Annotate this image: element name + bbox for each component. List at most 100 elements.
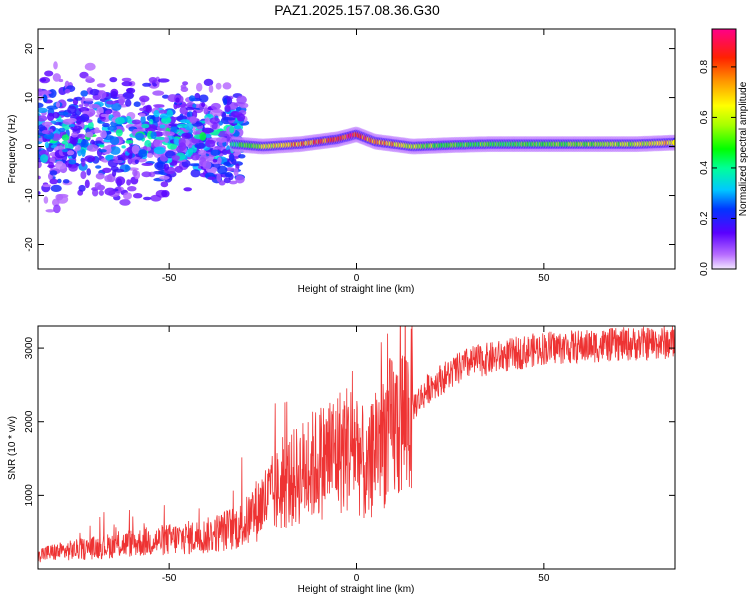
heatmap-blob [83,98,94,102]
heatmap-blob [161,190,170,198]
heatmap-blob [113,159,124,164]
heatmap-blob [223,117,236,121]
heatmap-blob [61,134,70,141]
heatmap-blob [49,178,58,185]
heatmap-blob [98,190,104,196]
heatmap-blob [192,103,197,108]
heatmap-blob [78,162,88,171]
colorbar-ticks: 0.0 0.2 0.4 0.6 0.8 [699,60,736,276]
heatmap-blob [44,141,50,148]
heatmap-blob [170,125,178,134]
heatmap-blob [74,96,82,101]
heatmap-blob [105,110,112,115]
heatmap-blob [81,148,86,157]
heatmap-blob [38,102,44,109]
heatmap-blob [55,101,61,108]
heatmap-blob [229,153,235,162]
heatmap-blob [142,105,151,112]
colorbar-tick-label: 0.2 [699,211,710,225]
heatmap-blob [84,155,96,163]
heatmap-blob [78,104,84,108]
heatmap-blob [40,78,47,82]
heatmap-blob [148,118,154,126]
heatmap-blob [175,103,181,109]
heatmap-blob [138,113,146,117]
heatmap-blob [222,82,232,90]
heatmap-blob [52,111,60,119]
heatmap-blob [153,139,163,148]
y-tick-label: 2000 [24,410,35,433]
heatmap-blob [79,113,90,122]
colorbar-tick-label: 0.4 [699,161,710,175]
heatmap-blob [71,132,78,138]
heatmap-blob [134,159,139,165]
heatmap-blob [164,136,170,143]
heatmap-blob [38,107,48,113]
heatmap-blob [40,154,49,163]
heatmap-blob [105,100,117,105]
heatmap-blob [233,167,239,177]
heatmap-blob [123,192,132,200]
heatmap-blob [212,158,218,163]
heatmap-blob [205,139,216,148]
heatmap-blob [61,149,69,153]
heatmap-blob [140,115,146,125]
heatmap-blob [202,127,214,134]
heatmap-blob [84,179,90,189]
heatmap-blob [121,77,132,82]
snr-panel: -50 0 50 1000 2000 3000 Height of straight li… [7,325,676,595]
heatmap-blob [176,123,188,128]
heatmap-blob [78,184,86,192]
heatmap-blob [133,193,143,199]
heatmap-blob [46,105,59,110]
heatmap-blob [80,139,89,148]
heatmap-blob [158,109,168,114]
heatmap-blob [66,98,74,102]
heatmap-blob [167,143,178,150]
heatmap-blob [69,135,79,145]
heatmap-blob [85,76,92,80]
heatmap-blob [43,94,48,103]
heatmap-blob [127,186,137,192]
heatmap-blob [190,152,200,161]
heatmap-blob [102,122,110,128]
heatmap-blob [67,105,77,114]
heatmap-blob [131,144,140,154]
colorbar-gradient [711,28,737,270]
heatmap-blob [210,102,221,110]
heatmap-blob [52,73,61,82]
heatmap-blob [203,78,214,86]
snr-xlabel: Height of straight line (km) [298,584,415,595]
heatmap-blob [126,87,136,94]
spectrogram-ylabel: Frequency (Hz) [7,115,18,184]
heatmap-blob [82,110,90,115]
heatmap-blob [180,84,187,89]
heatmap-blob [48,89,57,98]
snr-series-line [38,326,675,563]
heatmap-blob [100,113,108,118]
heatmap-blob [104,187,116,196]
x-tick-label: -50 [162,273,177,284]
snr-ylabel: SNR (10 * v/v) [7,416,18,480]
heatmap-blob [185,106,195,111]
heatmap-blob [115,117,125,125]
spectrogram-axes: -50 0 50 20 10 0 -10 -20 [24,29,675,284]
heatmap-blob [48,161,54,169]
heatmap-blob [86,144,99,152]
y-tick-label: 20 [24,43,35,55]
colorbar-label: Normalized spectral amplitude [738,81,749,216]
heatmap-blob [102,167,112,173]
heatmap-blob [121,145,126,149]
heatmap-blob [88,103,101,109]
heatmap-blob [109,146,121,155]
colorbar-tick-label: 0.8 [699,60,710,74]
heatmap-blob [204,117,211,125]
y-tick-label: 1000 [24,484,35,507]
heatmap-blob [52,134,61,139]
x-tick-label: 50 [538,573,550,584]
heatmap-blob [57,178,62,184]
heatmap-blob [215,82,222,90]
heatmap-blob [41,121,53,127]
heatmap-blob [50,184,62,192]
heatmap-blob [135,132,145,141]
